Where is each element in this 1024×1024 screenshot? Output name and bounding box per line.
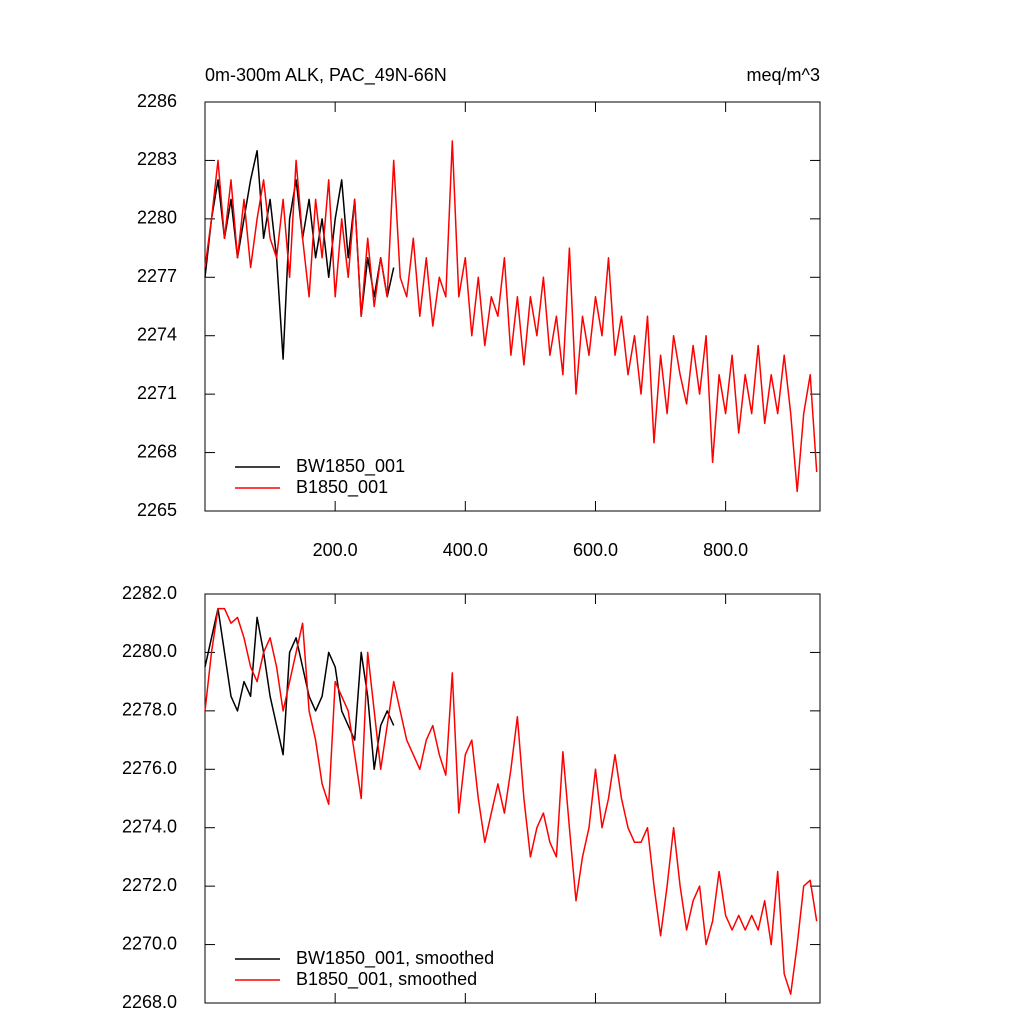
series-line: [204, 140, 818, 493]
series-line: [204, 607, 818, 995]
legend-label: BW1850_001: [296, 456, 405, 477]
y-tick-label: 2274.0: [122, 816, 177, 836]
plot-frame: [204, 101, 821, 512]
y-tick-label: 2268.0: [122, 992, 177, 1012]
y-tick-label: 2280: [137, 208, 177, 228]
y-tick-label: 2280.0: [122, 641, 177, 661]
y-tick-label: 2277: [137, 266, 177, 286]
series-line: [204, 149, 395, 360]
x-tick-label: 600.0: [573, 540, 618, 560]
series-line: [204, 607, 395, 771]
y-tick-label: 2283: [137, 149, 177, 169]
y-tick-label: 2272.0: [122, 875, 177, 895]
y-tick-label: 2271: [137, 383, 177, 403]
y-tick-label: 2268: [137, 441, 177, 461]
y-tick-label: 2274: [137, 324, 177, 344]
y-tick-label: 2265: [137, 500, 177, 520]
y-tick-label: 2286: [137, 91, 177, 111]
y-tick-label: 2282.0: [122, 583, 177, 603]
y-tick-label: 2270.0: [122, 933, 177, 953]
x-tick-label: 400.0: [443, 540, 488, 560]
legend-label: B1850_001, smoothed: [296, 969, 477, 990]
x-tick-label: 200.0: [313, 540, 358, 560]
y-tick-label: 2278.0: [122, 700, 177, 720]
x-tick-label: 800.0: [703, 540, 748, 560]
y-tick-label: 2276.0: [122, 758, 177, 778]
units-label: meq/m^3: [747, 65, 820, 85]
plot-frame: [204, 593, 821, 1004]
chart-title: 0m-300m ALK, PAC_49N-66N: [205, 65, 447, 86]
legend-label: B1850_001: [296, 477, 388, 498]
legend-label: BW1850_001, smoothed: [296, 948, 494, 969]
